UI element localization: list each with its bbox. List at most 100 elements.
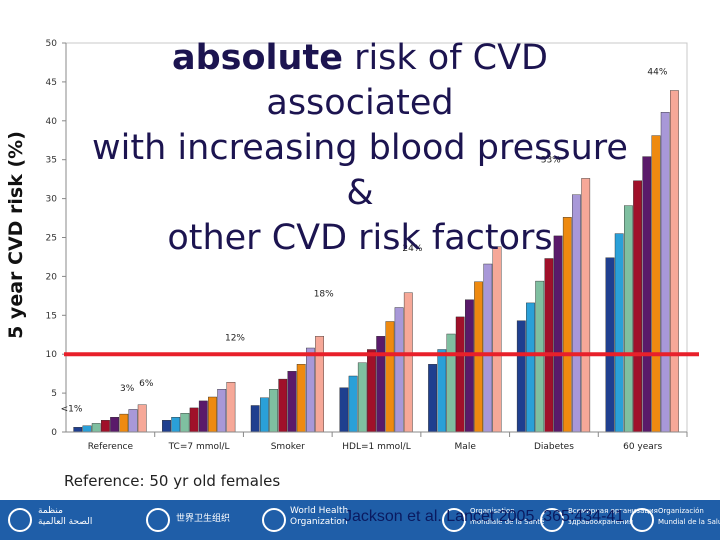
bar — [403, 292, 413, 433]
y-tick-label: 40 — [46, 117, 58, 127]
bar — [492, 246, 502, 433]
bar — [137, 404, 147, 433]
data-annotation: 24% — [402, 244, 422, 254]
bar — [269, 389, 278, 433]
bar — [260, 397, 269, 433]
bar — [437, 349, 447, 433]
who-emblem-icon — [540, 508, 564, 532]
title-line-2: with increasing blood pressure & — [92, 128, 628, 213]
bar — [128, 409, 138, 433]
citation: Jackson et al. Lancet 2005. 365:434-41 — [344, 508, 625, 525]
y-axis-label: 5 year CVD risk (%) — [5, 131, 27, 339]
bar — [189, 407, 199, 433]
bar — [474, 281, 483, 433]
bar — [180, 413, 190, 433]
bar — [278, 378, 288, 433]
who-emblem-icon — [442, 508, 466, 532]
data-annotation: 33% — [541, 155, 561, 165]
bar — [119, 413, 129, 433]
bar — [357, 362, 367, 433]
bar — [465, 299, 474, 433]
bar — [544, 258, 554, 433]
bar — [162, 420, 171, 433]
bar — [306, 347, 315, 433]
bar — [367, 349, 376, 433]
footer-logo-text-english: World Health Organization — [290, 506, 349, 527]
bar — [73, 427, 83, 433]
reference-note: Reference: 50 yr old females — [64, 472, 281, 490]
bar — [526, 302, 535, 433]
y-tick-label: 50 — [46, 39, 58, 49]
data-annotation: 3% — [120, 384, 135, 394]
bar — [287, 371, 297, 433]
bar — [91, 423, 101, 433]
annotations: <1% 3% 6% 12% 18% 24% 33% 44% — [61, 67, 699, 414]
data-annotation: 12% — [225, 333, 245, 343]
x-tick-label: TC=7 mmol/L — [168, 442, 230, 452]
footer-logo-text-arabic: منظمة الصحة العالمية — [38, 506, 93, 527]
footer-logo-text-chinese: 世界卫生组织 — [176, 514, 231, 524]
bar — [651, 135, 661, 433]
title-line-3: other CVD risk factors — [167, 218, 553, 258]
bar — [660, 111, 670, 433]
bar — [670, 90, 679, 433]
data-annotation: 6% — [139, 379, 154, 389]
bar — [516, 320, 526, 433]
bar — [250, 405, 260, 433]
bar — [315, 336, 324, 433]
bar — [535, 280, 545, 433]
bar — [339, 387, 349, 433]
y-tick-label: 15 — [46, 311, 57, 321]
bar — [385, 321, 395, 433]
bar — [553, 235, 563, 433]
title-line-1: absolute risk of CVD associated — [90, 36, 630, 126]
y-tick-label: 5 — [51, 389, 57, 399]
bar — [226, 382, 236, 433]
bar — [296, 364, 306, 433]
bar — [642, 156, 652, 433]
bar — [208, 396, 217, 433]
bar — [428, 364, 437, 433]
x-tick-label: Reference — [88, 442, 134, 452]
bar — [198, 400, 208, 433]
data-annotation: 44% — [647, 67, 667, 77]
bar — [100, 420, 110, 433]
y-tick-label: 45 — [46, 78, 57, 88]
bar — [82, 425, 92, 433]
bar — [394, 307, 404, 433]
x-tick-label: 60 years — [623, 442, 662, 452]
bar-chart: 0 5 10 15 20 25 30 35 40 45 50 Reference TC=7 mmol/… — [46, 39, 699, 452]
y-tick-label: 25 — [46, 234, 57, 244]
bar — [217, 389, 227, 433]
x-tick-label: Diabetes — [534, 442, 574, 452]
y-tick-label: 20 — [46, 272, 58, 282]
y-tick-label: 10 — [46, 350, 58, 360]
x-tick-label: HDL=1 mmol/L — [342, 442, 410, 452]
bar — [614, 233, 624, 433]
who-emblem-icon — [262, 508, 286, 532]
bar — [348, 375, 358, 433]
footer-bar: منظمة الصحة العالمية 世界卫生组织 World Health… — [0, 500, 720, 540]
bar — [483, 263, 493, 433]
x-tick-label: Male — [455, 442, 477, 452]
chart-title: absolute risk of CVD associated with inc… — [90, 36, 630, 261]
bar — [171, 417, 181, 433]
bar — [633, 180, 643, 433]
y-tick-label: 30 — [46, 195, 58, 205]
bar — [376, 336, 386, 433]
data-annotation: 18% — [314, 290, 334, 300]
footer-logo-text-french: Organisation mondiale de la Santé — [470, 507, 545, 526]
bar — [446, 333, 456, 433]
footer-logo-text-spanish: Organización Mundial de la Salud — [658, 507, 720, 526]
title-line-1-rest: risk of CVD associated — [266, 38, 548, 123]
title-bold-word: absolute — [172, 38, 343, 78]
bar — [605, 257, 615, 433]
y-tick-label: 0 — [51, 428, 57, 438]
who-emblem-icon — [146, 508, 170, 532]
bar-series-group — [73, 90, 679, 433]
who-emblem-icon — [630, 508, 654, 532]
x-tick-label: Smoker — [271, 442, 305, 452]
y-tick-label: 35 — [46, 156, 57, 166]
who-emblem-icon — [8, 508, 32, 532]
chart-frame: 0 5 10 15 20 25 30 35 40 45 50 Reference TC=7 mmol/… — [46, 39, 699, 452]
